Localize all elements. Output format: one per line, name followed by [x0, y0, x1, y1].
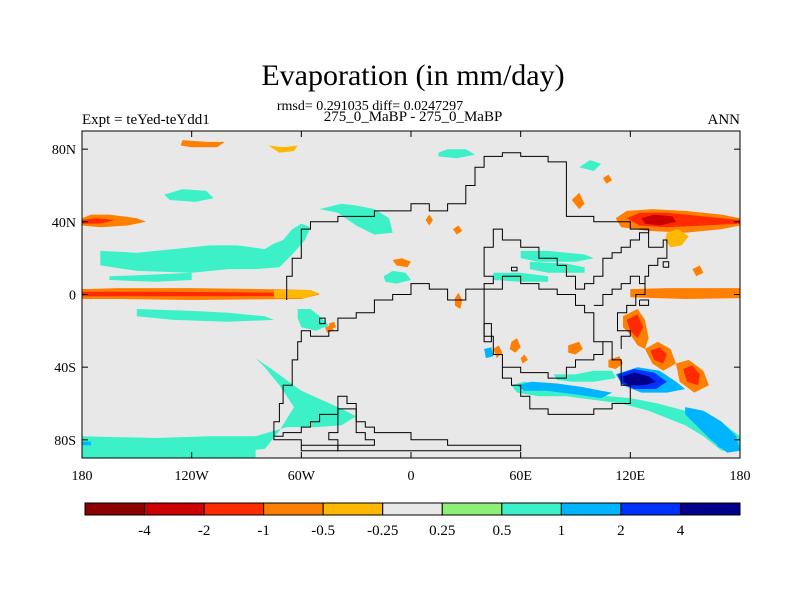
colorbar-swatch: [620, 502, 681, 516]
coastline: [483, 323, 492, 343]
contour-region: [82, 443, 256, 458]
contour-region: [529, 261, 585, 273]
coastline: [662, 261, 670, 268]
experiment-subtitle: 275_0_MaBP - 275_0_MaBP: [324, 109, 503, 125]
colorbar-label: 1: [558, 523, 566, 539]
contour-region: [100, 223, 311, 273]
x-tick-label: 60E: [509, 469, 532, 484]
colorbar-label: -4: [138, 523, 151, 539]
contour-region: [517, 381, 613, 399]
contour-region: [438, 149, 475, 159]
contour-region: [453, 225, 463, 235]
contour-region: [164, 189, 214, 202]
y-tick-label: 0: [69, 289, 76, 304]
contour-region: [579, 160, 602, 171]
contour-region: [319, 203, 357, 213]
colorbar-label: -0.5: [311, 523, 335, 539]
contour-region: [180, 140, 225, 148]
coastline: [511, 266, 518, 272]
coastline: [501, 341, 631, 415]
contour-region: [493, 345, 503, 359]
contour-region: [425, 214, 433, 226]
contour-region: [297, 309, 329, 331]
left-label: Expt = teYed-teYdd1: [82, 112, 210, 128]
coastline: [617, 228, 668, 349]
x-tick-label: 180: [730, 469, 751, 484]
colorbar-label: -2: [198, 523, 211, 539]
contour-region: [571, 192, 585, 210]
contour-region: [641, 214, 676, 226]
colorbar-label: 0.25: [429, 523, 455, 539]
colorbar-swatch: [501, 502, 562, 516]
contour-region: [568, 341, 583, 355]
contour-region: [273, 290, 320, 299]
colorbar: -4 -2 -1 -0.5 -0.25 0.25 0.5 1 2 4: [84, 502, 741, 539]
x-tick-label: 120E: [616, 469, 646, 484]
x-tick-label: 0: [408, 469, 415, 484]
contour-region: [712, 432, 737, 451]
colorbar-label: -0.25: [367, 523, 398, 539]
contour-fill-layer: [82, 140, 740, 458]
contour-region: [82, 441, 92, 446]
contour-region: [136, 309, 274, 322]
coastline: [639, 299, 650, 306]
map-plot-area: [81, 130, 741, 459]
colorbar-swatch: [322, 502, 384, 516]
contour-region: [337, 205, 393, 235]
contour-region: [392, 258, 411, 268]
contour-region: [268, 145, 298, 153]
right-label: ANN: [708, 112, 741, 128]
contour-region: [520, 354, 528, 364]
coastline: [593, 275, 645, 306]
colorbar-swatch: [441, 502, 503, 516]
contour-region: [82, 291, 284, 297]
y-tick-label: 40S: [54, 361, 76, 376]
y-tick-label: 40N: [52, 216, 76, 231]
chart-title: Evaporation (in mm/day): [261, 59, 564, 92]
colorbar-swatch: [382, 502, 443, 516]
colorbar-swatch: [84, 502, 146, 516]
contour-region: [665, 229, 689, 248]
x-tick-label: 60W: [288, 469, 316, 484]
coastline: [273, 152, 650, 437]
colorbar-swatch: [263, 502, 324, 516]
contour-region: [623, 372, 656, 386]
contour-region: [630, 288, 740, 299]
colorbar-label: 4: [677, 523, 685, 539]
colorbar-swatch: [144, 502, 205, 516]
y-tick-label: 80S: [54, 434, 76, 449]
contour-region: [683, 365, 700, 386]
contour-region: [383, 270, 411, 284]
contour-region: [650, 347, 667, 364]
x-tick-label: 120W: [175, 469, 210, 484]
contour-region: [82, 214, 146, 228]
contour-region: [553, 370, 616, 382]
coastline: [300, 395, 375, 452]
stats-line: rmsd= 0.291035 diff= 0.0247297: [277, 99, 463, 114]
colorbar-swatch: [560, 502, 622, 516]
colorbar-swatch: [679, 502, 741, 516]
y-tick-label: 80N: [52, 143, 76, 158]
contour-region: [82, 358, 357, 453]
coastline-layer: [273, 152, 670, 452]
colorbar-label: 0.5: [492, 523, 511, 539]
contour-region: [82, 218, 115, 224]
colorbar-swatch: [203, 502, 265, 516]
contour-region: [509, 338, 521, 353]
contour-region: [484, 347, 494, 359]
contour-region: [109, 272, 192, 282]
contour-region: [626, 314, 644, 339]
coastline: [319, 317, 326, 325]
colorbar-label: -1: [257, 523, 270, 539]
x-tick-label: 180: [72, 469, 93, 484]
contour-region: [692, 265, 704, 277]
y-axis: 80N 40N 0 40S 80S: [52, 143, 740, 449]
contour-region: [602, 174, 613, 184]
contour-region: [454, 292, 463, 309]
colorbar-label: 2: [617, 523, 625, 539]
x-axis: 180 120W 60W 0 60E 120E 180: [72, 131, 751, 484]
